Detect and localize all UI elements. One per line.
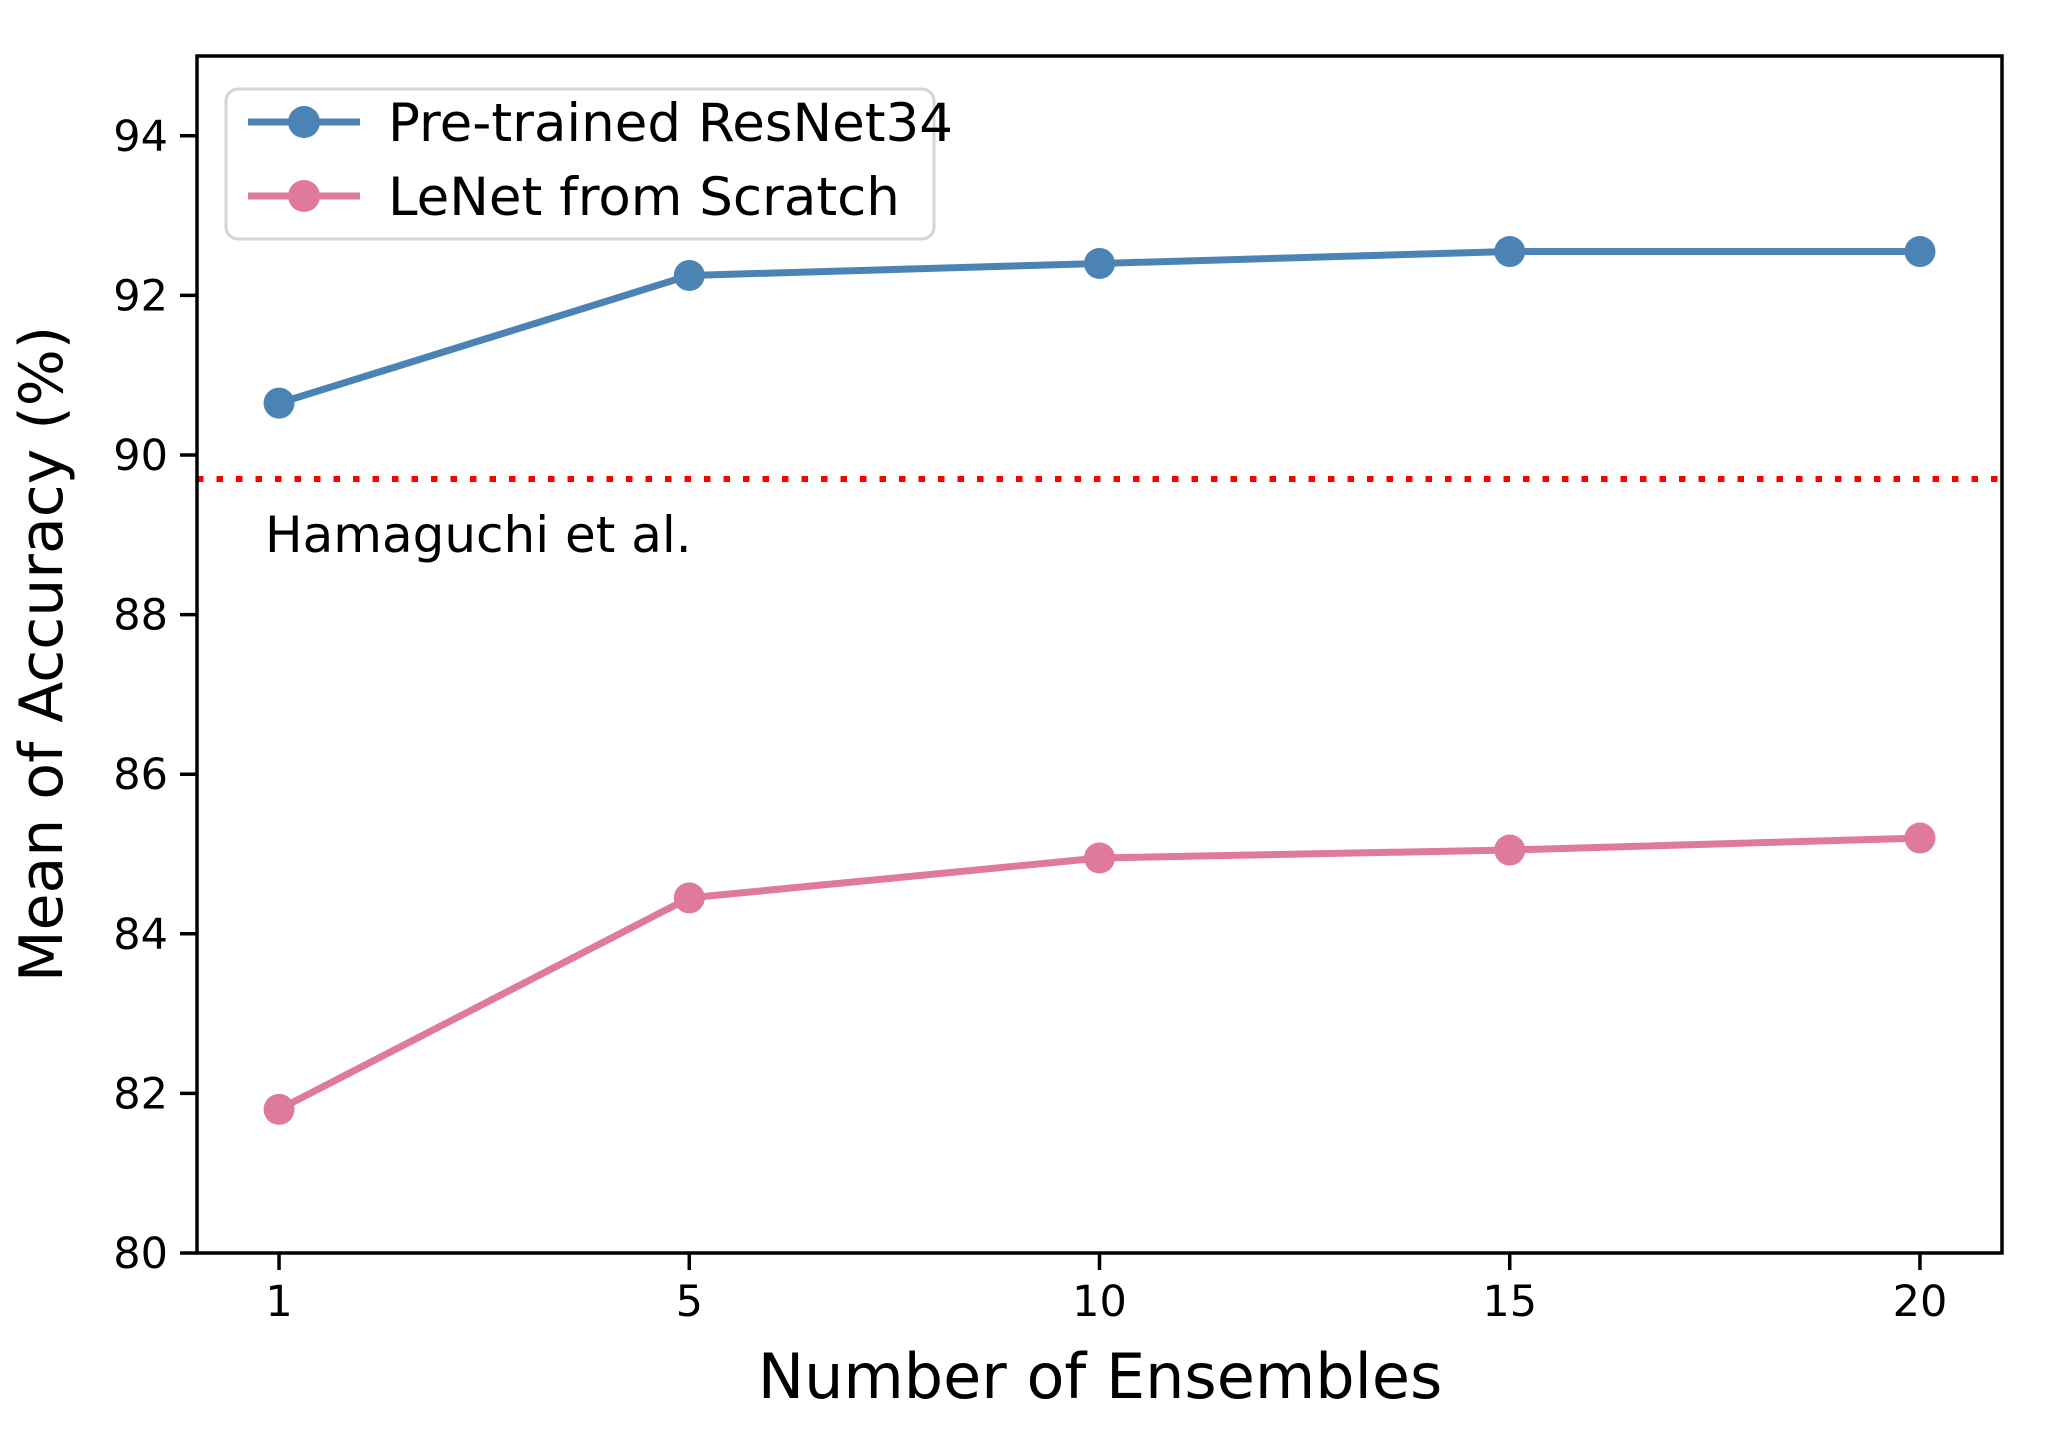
data-point [1904,822,1936,854]
legend-label: Pre-trained ResNet34 [388,93,953,154]
data-point [1494,236,1526,268]
y-tick-label: 92 [113,271,168,321]
x-tick-label: 5 [676,1277,703,1327]
data-point [673,259,705,291]
y-tick-label: 82 [113,1069,168,1119]
reference-line-label: Hamaguchi et al. [265,506,692,564]
legend-marker-icon [288,106,320,138]
x-tick-label: 1 [265,1277,292,1327]
x-tick-label: 20 [1893,1277,1948,1327]
series-line-1 [277,834,1921,1113]
data-point [673,882,705,914]
y-tick-label: 94 [113,112,168,162]
data-series-group [263,236,1936,1125]
legend-item: Pre-trained ResNet34 [248,93,953,154]
legend-marker-icon [288,180,320,212]
legend: Pre-trained ResNet34 LeNet from Scratch [224,87,953,241]
x-tick-label: 15 [1482,1277,1537,1327]
x-tick-label: 10 [1072,1277,1127,1327]
y-tick-label: 90 [113,431,168,481]
legend-box [224,87,936,241]
data-point [1084,842,1115,874]
data-point [263,1093,295,1125]
y-tick-label: 84 [113,910,168,960]
y-tick-label: 80 [113,1229,168,1279]
data-point [1494,834,1526,866]
data-point [263,387,295,419]
y-tick-label: 88 [113,591,168,641]
legend-label: LeNet from Scratch [388,167,900,228]
plot-frame [195,54,2004,1255]
y-axis-label: Mean of Accuracy (%) [7,326,77,982]
y-tick-label: 86 [113,750,168,800]
legend-item: LeNet from Scratch [248,167,900,228]
x-axis-label: Number of Ensembles [758,1340,1443,1413]
data-point [1904,236,1936,268]
data-point [1084,247,1115,279]
